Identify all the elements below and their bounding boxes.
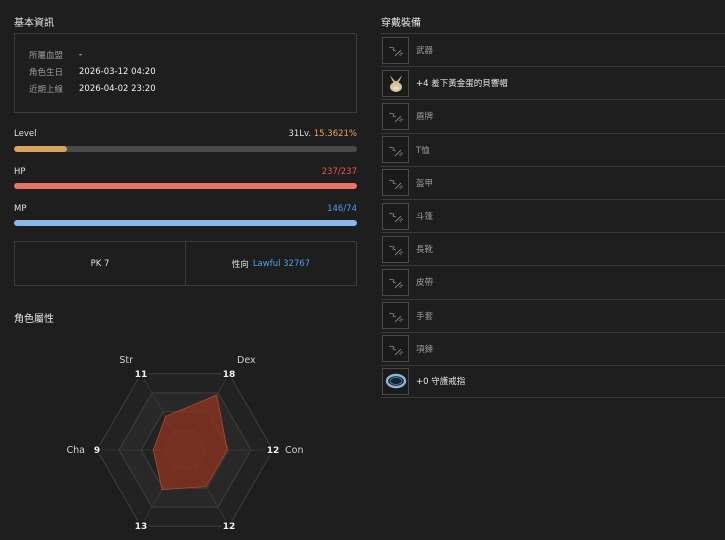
empty-slot-icon	[382, 268, 409, 296]
radar-stat-label: Con	[285, 445, 303, 456]
info-row-last-online: 近期上線 2026-04-02 23:20	[29, 83, 156, 95]
level-label: Level	[14, 129, 37, 139]
level-bar-fill	[14, 146, 67, 152]
radar-stat-label: Str	[119, 355, 133, 366]
empty-slot-icon	[382, 102, 409, 130]
empty-slot-icon	[382, 169, 409, 197]
level-number: 31Lv.	[288, 129, 312, 139]
equipment-slot-name: 皮帶	[416, 278, 434, 289]
radar-value-area	[152, 394, 228, 491]
empty-slot-icon	[382, 136, 409, 164]
info-row-guild: 所屬血盟 -	[29, 49, 82, 61]
radar-stat-value: 12	[223, 522, 236, 532]
pk-alignment-panel: PK 7 性向 Lawful 32767	[14, 241, 357, 286]
equipment-slot[interactable]: 斗篷	[381, 198, 725, 232]
mp-label: MP	[14, 204, 27, 214]
equipment-slot[interactable]: +0 守護戒指	[381, 364, 725, 399]
info-label: 近期上線	[29, 85, 64, 95]
info-value: 2026-03-12 04:20	[79, 67, 156, 77]
empty-slot-icon	[382, 36, 409, 64]
level-percent: 15.3621%	[313, 129, 357, 139]
equipment-slot[interactable]: 皮帶	[381, 265, 725, 298]
basic-info-title: 基本資訊	[14, 18, 54, 29]
equipment-slot[interactable]: 盾牌	[381, 99, 725, 132]
radar-stat-value: 11	[135, 370, 148, 380]
equipment-slot-name: 武器	[416, 46, 434, 57]
alignment-cell: 性向 Lawful 32767	[185, 242, 356, 285]
info-value: 2026-04-02 23:20	[79, 84, 156, 94]
equipment-list: 武器 +4 羞下黃金蛋的貝響帽 盾牌 T恤盔甲斗篷長靴皮帶手套項鍊 +0 守護戒指	[381, 33, 725, 399]
pk-label: PK	[90, 258, 102, 269]
pk-value: 7	[103, 258, 110, 269]
empty-slot-icon	[382, 202, 409, 230]
pk-cell: PK 7	[15, 242, 185, 285]
equipment-slot-name: 手套	[416, 311, 434, 322]
radar-stat-label: Cha	[67, 445, 85, 456]
mp-bar-fill	[14, 220, 357, 226]
empty-slot-icon	[382, 302, 409, 330]
equipment-slot-name: +4 羞下黃金蛋的貝響帽	[416, 79, 508, 90]
equipment-slot-name: 斗篷	[416, 212, 434, 223]
info-row-birthday: 角色生日 2026-03-12 04:20	[29, 66, 156, 78]
hp-label: HP	[14, 167, 26, 177]
info-value: -	[79, 50, 83, 60]
attributes-title: 角色屬性	[14, 314, 54, 325]
radar-stat-value: 12	[267, 446, 280, 456]
equipment-slot-name: 盾牌	[416, 112, 434, 123]
empty-slot-icon	[382, 235, 409, 263]
alignment-value: Lawful 32767	[252, 258, 311, 269]
equipment-slot-name: 項鍊	[416, 344, 434, 355]
level-bar	[14, 146, 357, 152]
mp-value: 146/74	[327, 204, 357, 214]
rabbit-hat-icon	[382, 69, 409, 97]
equipment-slot[interactable]: 長靴	[381, 232, 725, 265]
mp-bar	[14, 220, 357, 226]
radar-stat-value: 18	[223, 370, 236, 380]
equipment-slot[interactable]: 手套	[381, 298, 725, 332]
equipment-slot[interactable]: +4 羞下黃金蛋的貝響帽	[381, 66, 725, 99]
alignment-label: 性向	[231, 259, 249, 270]
equipment-title: 穿戴裝備	[381, 18, 421, 29]
equipment-slot[interactable]: 武器	[381, 33, 725, 66]
equipment-slot-name: 盔甲	[416, 178, 434, 189]
radar-stat-value: 9	[94, 446, 100, 456]
info-label: 所屬血盟	[29, 51, 64, 61]
ring-icon	[382, 367, 409, 395]
radar-stat-label: Dex	[237, 355, 256, 366]
info-label: 角色生日	[29, 68, 64, 78]
equipment-slot-name: T恤	[416, 145, 430, 156]
equipment-slot[interactable]: T恤	[381, 132, 725, 166]
equipment-slot[interactable]: 盔甲	[381, 165, 725, 199]
radar-stat-value: 13	[135, 522, 148, 532]
equipment-slot-name: 長靴	[416, 245, 434, 256]
hp-value: 237/237	[321, 167, 357, 177]
hp-bar-fill	[14, 183, 357, 189]
level-value: 31Lv. 15.3621%	[288, 129, 357, 139]
equipment-slot[interactable]: 項鍊	[381, 331, 725, 365]
empty-slot-icon	[382, 335, 409, 363]
basic-info-panel: 所屬血盟 - 角色生日 2026-03-12 04:20 近期上線 2026-0…	[14, 33, 357, 113]
hp-bar	[14, 183, 357, 189]
equipment-slot-name: +0 守護戒指	[416, 377, 466, 388]
